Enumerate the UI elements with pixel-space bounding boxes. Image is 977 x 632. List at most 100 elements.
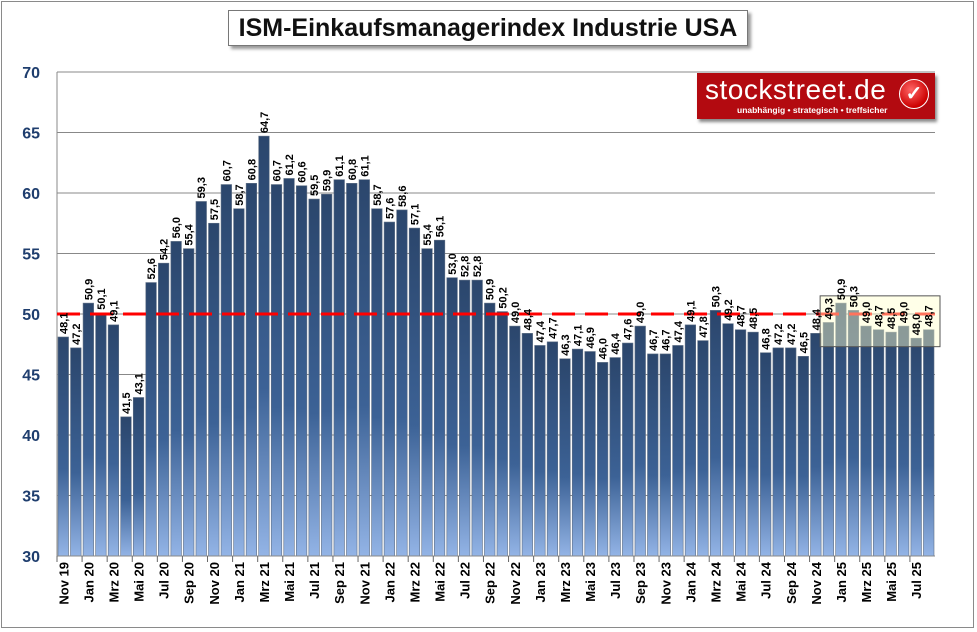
data-label: 48,5: [886, 308, 898, 329]
x-tick-label: Nov 20: [207, 562, 222, 605]
data-label: 60,6: [297, 161, 309, 182]
stockstreet-logo: stockstreet.de unabhängig • strategisch …: [697, 73, 935, 119]
data-label: 60,7: [221, 160, 233, 181]
bar: [233, 208, 245, 557]
data-label: 48,0: [911, 314, 923, 335]
bar: [546, 341, 559, 557]
data-label: 58,7: [372, 184, 384, 205]
y-tick-label: 65: [22, 126, 40, 143]
data-label: 46,8: [761, 328, 773, 349]
x-tick-label: Nov 24: [809, 561, 824, 604]
y-tick-label: 50: [22, 307, 40, 324]
bar: [371, 208, 383, 557]
bar: [471, 279, 483, 557]
bar: [446, 277, 458, 557]
y-tick-label: 45: [22, 368, 40, 385]
bar: [183, 248, 195, 557]
bar: [634, 325, 646, 557]
bar: [872, 329, 885, 557]
data-label: 54,2: [159, 239, 171, 260]
bar: [622, 342, 634, 557]
bar: [571, 348, 584, 557]
data-label: 64,7: [259, 112, 271, 133]
data-label: 46,0: [598, 338, 610, 359]
data-label: 46,7: [660, 330, 672, 351]
bar: [521, 333, 533, 557]
data-label: 55,4: [422, 223, 434, 245]
bar: [120, 416, 132, 557]
data-label: 47,8: [698, 316, 710, 337]
bar: [659, 353, 671, 557]
bar: [609, 357, 621, 557]
bar: [559, 358, 571, 557]
data-label: 47,2: [786, 323, 798, 344]
data-label: 60,7: [272, 160, 284, 181]
data-label: 41,5: [121, 392, 133, 413]
bar: [158, 262, 170, 557]
bar: [408, 227, 421, 557]
data-label: 50,9: [836, 279, 848, 300]
data-label: 46,3: [560, 334, 572, 355]
bar: [421, 248, 433, 557]
x-tick-label: Sep 23: [633, 562, 648, 604]
data-label: 48,4: [522, 308, 534, 330]
bar: [735, 329, 747, 557]
highlight-box: [819, 295, 941, 348]
data-label: 49,0: [861, 302, 873, 323]
bar: [208, 222, 220, 557]
data-label: 50,3: [711, 286, 723, 307]
bar: [333, 179, 345, 557]
bar: [132, 397, 145, 557]
data-label: 57,5: [209, 199, 221, 220]
data-label: 47,4: [673, 320, 685, 342]
bar: [597, 362, 609, 557]
bar: [107, 324, 120, 557]
bar: [923, 329, 935, 557]
x-tick-label: Jul 23: [608, 562, 623, 599]
data-label: 49,2: [723, 299, 735, 320]
y-tick-label: 60: [22, 186, 40, 203]
bar: [647, 353, 659, 557]
data-label: 48,7: [874, 305, 886, 326]
data-label: 46,9: [585, 327, 597, 348]
bar: [910, 337, 922, 557]
bar: [346, 183, 358, 557]
bar: [57, 336, 69, 557]
data-label: 50,9: [83, 279, 95, 300]
x-tick-label: Jul 25: [909, 562, 924, 599]
bar: [772, 347, 784, 557]
data-label: 47,6: [623, 319, 635, 340]
bar: [584, 351, 596, 557]
data-label: 43,1: [134, 373, 146, 394]
chart-title: ISM-Einkaufsmanagerindex Industrie USA: [228, 10, 748, 46]
bar: [396, 209, 408, 557]
x-tick-label: Jul 21: [307, 562, 322, 599]
data-label: 49,3: [823, 298, 835, 319]
data-label: 47,4: [535, 320, 547, 342]
bar: [496, 311, 508, 557]
y-tick-label: 40: [22, 428, 40, 445]
bar: [358, 179, 370, 557]
data-label: 59,9: [322, 170, 334, 191]
data-label: 55,4: [184, 223, 196, 245]
x-tick-label: Mai 22: [433, 562, 448, 602]
x-tick-label: Nov 19: [56, 562, 71, 605]
x-tick-label: Mrz 20: [106, 562, 121, 602]
bar: [321, 193, 333, 557]
x-tick-label: Mai 21: [282, 562, 297, 602]
data-label: 59,3: [196, 177, 208, 198]
bar: [82, 302, 94, 557]
data-label: 52,8: [460, 256, 472, 277]
checkmark-icon: ✓: [899, 79, 929, 109]
x-tick-label: Jul 22: [458, 562, 473, 599]
bar: [258, 135, 270, 557]
bar: [722, 323, 734, 557]
bar: [145, 282, 157, 557]
data-label: 46,4: [610, 332, 622, 354]
bar: [797, 356, 809, 557]
y-tick-label: 70: [22, 65, 40, 82]
data-label: 48,7: [924, 305, 936, 326]
bar: [95, 312, 107, 557]
bar: [433, 239, 446, 557]
